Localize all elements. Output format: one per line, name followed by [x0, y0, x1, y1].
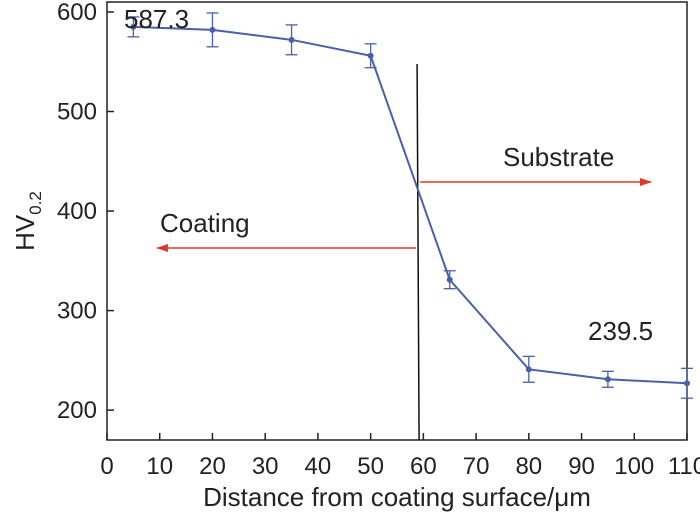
- x-tick-label: 60: [410, 453, 437, 480]
- coating-label: Coating: [160, 208, 250, 238]
- x-tick-label: 50: [357, 453, 384, 480]
- annotations: [156, 63, 652, 441]
- y-axis-title-subscript: 0.2: [26, 191, 45, 215]
- x-tick-label: 10: [146, 453, 173, 480]
- plot-frame: [106, 1, 688, 441]
- x-tick-label: 30: [252, 453, 279, 480]
- data-point: [525, 366, 532, 373]
- x-axis-title: Distance from coating surface/μm: [203, 482, 591, 512]
- interface-line: [416, 63, 420, 441]
- y-tick-label: 200: [57, 397, 97, 424]
- y-tick-label: 500: [57, 99, 97, 126]
- data-point: [288, 36, 295, 43]
- x-tick-label: 100: [614, 453, 654, 480]
- y-tick-label: 400: [57, 198, 97, 225]
- y-axis-title-main: HV: [10, 214, 40, 251]
- data-point: [209, 26, 216, 33]
- data-point: [684, 380, 690, 387]
- x-tick-label: 0: [100, 453, 113, 480]
- data-point: [604, 376, 611, 383]
- x-tick-label: 20: [199, 453, 226, 480]
- max-value-label: 587.3: [124, 4, 189, 34]
- substrate-label: Substrate: [503, 142, 614, 172]
- data-series: [127, 12, 693, 399]
- x-tick-label: 110: [668, 453, 700, 480]
- axis-ticks: 0 10 20 30 40 50 60 70 80 90 100 110 200 300 400 500 600: [57, 0, 700, 480]
- min-value-label: 239.5: [588, 316, 653, 346]
- y-tick-label: 300: [57, 298, 97, 325]
- data-point: [130, 23, 137, 30]
- data-point: [446, 276, 453, 283]
- series-line: [133, 25, 688, 385]
- y-tick-label: 600: [57, 0, 97, 26]
- x-tick-label: 40: [305, 453, 332, 480]
- y-axis-title: HV0.2: [10, 191, 45, 251]
- x-tick-label: 80: [515, 453, 542, 480]
- x-tick-label: 70: [463, 453, 490, 480]
- x-tick-label: 90: [568, 453, 595, 480]
- data-point: [367, 52, 374, 59]
